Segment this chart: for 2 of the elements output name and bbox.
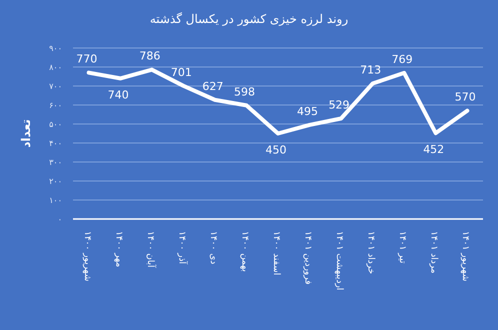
title: روند لرزه خیزی کشور در یکسال گذشته xyxy=(150,12,348,26)
ylabel: تعداد xyxy=(19,119,33,148)
